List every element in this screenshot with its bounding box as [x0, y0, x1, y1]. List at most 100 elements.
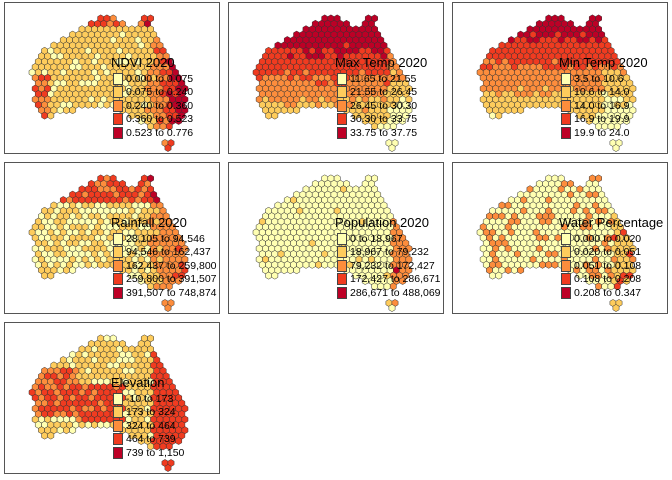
legend-swatch	[113, 273, 123, 286]
hex-cell	[164, 304, 172, 312]
hex-cell	[327, 260, 335, 269]
legend-range-label: 0.075 to 0.240	[126, 86, 194, 99]
legend-swatch	[337, 113, 347, 126]
hex-cell	[551, 260, 559, 269]
legend-title: Min Temp 2020	[559, 55, 648, 70]
hex-map	[476, 14, 637, 152]
legend-swatch	[337, 259, 347, 272]
map-legend: Min Temp 2020 3.5 to 10.6 10.6 to 14.0 14.0…	[559, 55, 648, 140]
hex-cell	[308, 260, 316, 269]
legend-range-label: 173 to 324	[126, 406, 176, 419]
legend-swatch	[337, 246, 347, 259]
legend-range-label: 10.6 to 14.0	[574, 86, 630, 99]
legend-swatch	[561, 246, 571, 259]
legend-entry: 172,427 to 286,671	[337, 273, 441, 287]
hex-cell	[302, 260, 310, 269]
hex-cell	[97, 100, 105, 109]
legend-entry: 0.000 to 0.075	[113, 72, 193, 86]
legend-range-label: 0.360 to 0.523	[126, 113, 194, 126]
legend-entry: 324 to 464	[113, 419, 184, 433]
hex-cell	[69, 266, 77, 275]
hex-cell	[175, 437, 183, 445]
hex-cell	[175, 277, 183, 285]
hex-cell	[287, 106, 294, 115]
legend-swatch	[337, 72, 347, 85]
hex-cell	[612, 304, 620, 312]
legend-entry: 30.30 to 33.75	[337, 113, 427, 127]
hex-cell	[97, 260, 105, 269]
map-legend: Water Percentage 2020 0.000 to 0.0200.020…	[559, 215, 667, 300]
legend-range-label: 0.020 to 0.051	[574, 246, 642, 259]
hex-cell	[308, 100, 316, 109]
legend-range-label: 0.000 to 0.020	[574, 232, 642, 245]
hex-cell	[271, 271, 279, 280]
legend-swatch	[113, 419, 123, 432]
hex-cell	[517, 106, 525, 115]
map-legend: NDVI 2020 0.000 to 0.075 0.075 to 0.240 0.2…	[111, 55, 194, 140]
legend-swatch	[113, 232, 123, 245]
hex-cell	[165, 122, 173, 131]
legend-swatch	[561, 86, 571, 99]
hex-cell	[78, 260, 86, 269]
legend-range-label: 739 to 1,150	[126, 446, 185, 459]
legend-entry: 0.108 to 0.208	[561, 273, 667, 287]
hex-cell	[612, 144, 620, 152]
legend-entry: 0.208 to 0.347	[561, 286, 667, 300]
hex-cell	[78, 420, 86, 429]
legend-entry: 14.0 to 16.9	[561, 99, 648, 113]
legend-swatch	[113, 72, 123, 85]
legend-title: Max Temp 2020	[335, 55, 428, 70]
hex-cell	[97, 420, 105, 429]
hex-cell	[321, 100, 329, 109]
legend-swatch	[113, 126, 123, 139]
map-legend: Population 2020 0 to 18,967 18,967 to 79,2…	[335, 215, 441, 300]
hex-cell	[69, 426, 77, 435]
legend-title: Elevation	[111, 375, 165, 390]
legend-entry: 28,105 to 94,546	[113, 232, 217, 246]
hex-cell	[388, 144, 396, 152]
hex-cell	[47, 271, 55, 280]
hex-cell	[613, 282, 621, 291]
legend-range-label: 14.0 to 16.9	[574, 99, 630, 112]
hex-cell	[271, 111, 279, 120]
legend-entry: 26.45 to 30.30	[337, 99, 427, 113]
legend-entry: 464 to 739	[113, 433, 184, 447]
legend-entry: 33.75 to 37.75	[337, 126, 427, 140]
legend-swatch	[561, 286, 571, 299]
hex-cell	[293, 106, 301, 115]
legend-entry: 0.075 to 0.240	[113, 86, 193, 100]
legend-entry: 21.55 to 26.45	[337, 86, 427, 100]
legend-range-label: 79,232 to 172,427	[350, 259, 435, 272]
legend-range-label: 259,800 to 391,507	[126, 273, 217, 286]
hex-cell	[175, 117, 183, 125]
hex-cell	[495, 271, 503, 280]
legend-range-label: 0.523 to 0.776	[126, 126, 194, 139]
hex-cell	[489, 111, 496, 120]
hex-cell	[47, 431, 55, 440]
hex-cell	[532, 260, 540, 269]
hex-cell	[613, 122, 621, 131]
hex-cell	[511, 266, 518, 275]
hex-cell	[56, 426, 64, 435]
legend-range-label: 21.55 to 26.45	[350, 86, 418, 99]
map-panel: Max Temp 2020 11.65 to 21.55 21.55 to 26.4…	[228, 2, 444, 154]
legend-entry: 10.6 to 14.0	[561, 86, 648, 100]
legend-swatch	[113, 406, 123, 419]
legend-swatch	[113, 99, 123, 112]
legend-entry: 18,967 to 79,232	[337, 246, 441, 260]
legend-range-label: 16.9 to 19.9	[574, 113, 630, 126]
hex-cell	[265, 111, 272, 120]
hex-cell	[327, 100, 335, 109]
hex-cell	[517, 266, 525, 275]
hex-cell	[41, 431, 48, 440]
legend-range-label: 162,437 to 259,800	[126, 259, 217, 272]
hex-cell	[489, 271, 496, 280]
legend-swatch	[113, 433, 123, 446]
legend-entry: 0.360 to 0.523	[113, 113, 193, 127]
hex-cell	[302, 100, 310, 109]
legend-swatch	[113, 446, 123, 459]
hex-cell	[287, 266, 294, 275]
hex-cell	[315, 100, 322, 109]
legend-range-label: 33.75 to 37.75	[350, 126, 418, 139]
hex-cell	[539, 100, 546, 109]
